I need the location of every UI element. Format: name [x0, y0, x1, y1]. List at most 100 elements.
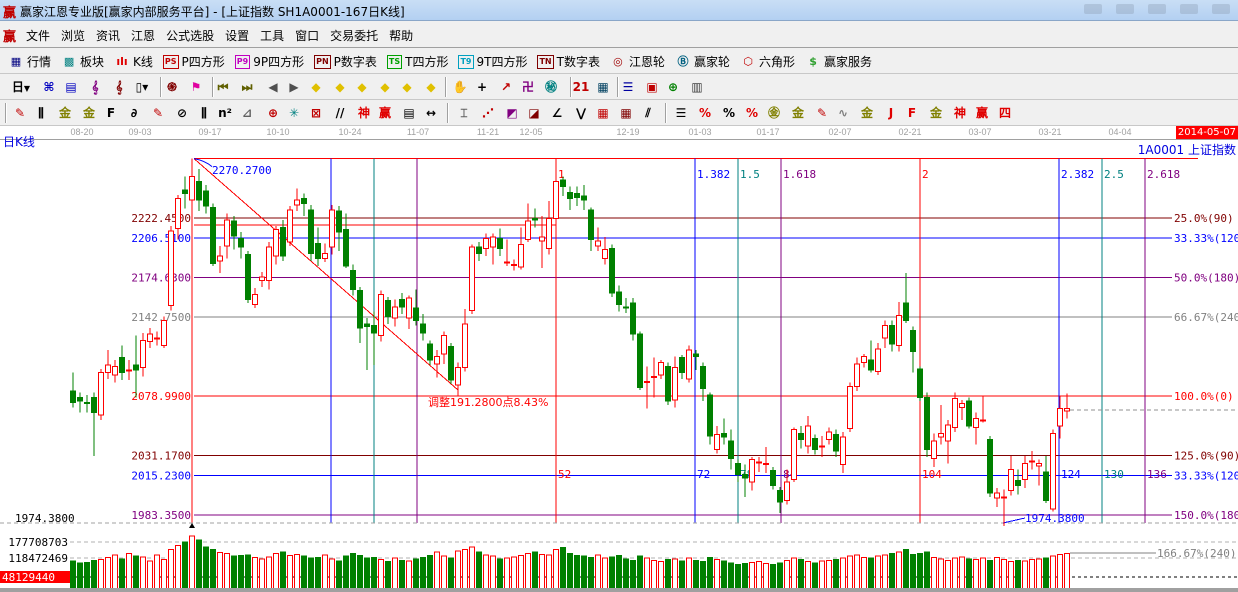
- pattern-icon[interactable]: ֍: [167, 80, 177, 94]
- toolbar-button[interactable]: ılı K线: [114, 53, 153, 70]
- zoom-out-icon[interactable]: ◆: [402, 80, 412, 94]
- toolbar-button[interactable]: P9 9P四方形: [234, 53, 304, 70]
- window-button[interactable]: [1148, 4, 1166, 14]
- template-icon[interactable]: 卍: [521, 80, 534, 94]
- menu-item[interactable]: 江恩: [131, 29, 156, 43]
- toolbar-button[interactable]: TN T数字表: [537, 53, 600, 70]
- toolbar-button[interactable]: ▦ 行情: [8, 53, 51, 70]
- next-icon[interactable]: ▶: [289, 80, 299, 94]
- gold-lines-3-icon[interactable]: 金: [791, 106, 804, 120]
- indicator-3-icon[interactable]: 𝄞: [91, 80, 99, 94]
- toolbar-button[interactable]: PS P四方形: [162, 53, 225, 70]
- last-icon[interactable]: ⏭: [241, 80, 253, 94]
- menu-item[interactable]: 公式选股: [166, 29, 215, 43]
- link-icon[interactable]: ⌘: [43, 80, 55, 94]
- toolbar-button[interactable]: ▩ 板块: [61, 53, 104, 70]
- menu-item[interactable]: 帮助: [389, 29, 414, 43]
- draw-line-icon[interactable]: ↗: [500, 80, 512, 94]
- pen-lines-icon[interactable]: ✎: [152, 106, 164, 120]
- menu-item[interactable]: 工具: [260, 29, 285, 43]
- toolbar-button[interactable]: PN P数字表: [314, 53, 377, 70]
- window-button[interactable]: [1212, 4, 1230, 14]
- pen-icon[interactable]: ✎: [14, 106, 26, 120]
- menu-item[interactable]: 文件: [26, 29, 51, 43]
- gold-lines-2-icon[interactable]: 金: [82, 106, 95, 120]
- calculator-icon[interactable]: ▦: [597, 80, 609, 94]
- j-angle-icon[interactable]: J: [888, 106, 894, 120]
- first-icon[interactable]: ⏮: [217, 80, 229, 94]
- gold-lines-icon[interactable]: 金: [58, 106, 71, 120]
- window-button[interactable]: [1116, 4, 1134, 14]
- grid-target-icon[interactable]: ⊠: [310, 106, 322, 120]
- f-angle-icon[interactable]: F: [907, 106, 917, 120]
- formula-icon[interactable]: ㊙: [544, 80, 557, 94]
- toolbar-button[interactable]: ◎ 江恩轮: [610, 53, 665, 70]
- table-lines-icon[interactable]: ☰: [675, 106, 687, 120]
- angle-icon[interactable]: ⊿: [241, 106, 253, 120]
- target-icon[interactable]: ⊕: [267, 106, 279, 120]
- menu-item[interactable]: 资讯: [96, 29, 121, 43]
- circle-lines-icon[interactable]: ⊘: [176, 106, 188, 120]
- four-lines-icon[interactable]: ⫼: [201, 106, 207, 120]
- angle-2-icon[interactable]: ∠: [551, 106, 563, 120]
- parallel-icon[interactable]: ⫽: [645, 106, 651, 120]
- period-dropdown[interactable]: 日▼: [6, 78, 36, 96]
- notes-icon[interactable]: ☰: [622, 80, 634, 94]
- save-icon[interactable]: ▣: [646, 80, 658, 94]
- menu-item[interactable]: 交易委托: [330, 29, 379, 43]
- spiral-icon[interactable]: ∂: [130, 106, 138, 120]
- toolbar-button[interactable]: TS T四方形: [386, 53, 448, 70]
- menu-item[interactable]: 浏览: [61, 29, 86, 43]
- crosshair-icon[interactable]: +: [476, 80, 488, 94]
- ying-angle-icon[interactable]: 赢: [975, 106, 988, 120]
- sine-icon[interactable]: ∿: [837, 106, 849, 120]
- slash-icon[interactable]: //: [335, 106, 345, 120]
- toolbar-button[interactable]: $ 赢家服务: [805, 53, 872, 70]
- indicator-9-icon[interactable]: 𝄞: [115, 80, 123, 94]
- wave-icon[interactable]: ⋁: [575, 106, 587, 120]
- gann-fan-icon[interactable]: ◩: [506, 106, 518, 120]
- percent-slash-icon[interactable]: %: [698, 106, 712, 120]
- grid-icon[interactable]: ▦: [597, 106, 609, 120]
- pen-ruler-icon[interactable]: ✎: [816, 106, 828, 120]
- move-left-icon[interactable]: ◆: [311, 80, 321, 94]
- percent-lines-icon[interactable]: %: [745, 106, 759, 120]
- window-button[interactable]: [1180, 4, 1198, 14]
- toolbar-button[interactable]: T9 9T四方形: [458, 53, 527, 70]
- ruler-icon[interactable]: ▤: [403, 106, 415, 120]
- menu-item[interactable]: 设置: [225, 29, 250, 43]
- zoom-in-icon[interactable]: ◆: [380, 80, 390, 94]
- shen-icon[interactable]: 神: [357, 106, 370, 120]
- window-button[interactable]: [1084, 4, 1102, 14]
- clipboard-icon[interactable]: ▤: [65, 80, 77, 94]
- n2-icon[interactable]: n²: [218, 106, 232, 120]
- network-icon[interactable]: ⊕: [667, 80, 679, 94]
- shen-angle-icon[interactable]: 神: [953, 106, 966, 120]
- kline-chart[interactable]: 2222.450025.0%(90)2206.510033.33%(120)21…: [0, 140, 1238, 592]
- gold-angle-icon[interactable]: 金: [929, 106, 942, 120]
- menu-item[interactable]: 窗口: [295, 29, 320, 43]
- toolbar-button[interactable]: ⬡ 六角形: [740, 53, 795, 70]
- expand-h-icon[interactable]: ◆: [357, 80, 367, 94]
- computer-icon[interactable]: ▥: [691, 80, 703, 94]
- prev-icon[interactable]: ◀: [268, 80, 278, 94]
- ying-icon[interactable]: 赢: [378, 106, 391, 120]
- expand-all-icon[interactable]: ◆: [426, 80, 436, 94]
- candle-type-icon[interactable]: ▯▾: [135, 80, 149, 94]
- calendar-icon[interactable]: 21: [572, 80, 590, 94]
- hand-icon[interactable]: ✋: [452, 80, 468, 94]
- flag-icon[interactable]: ⚑: [190, 80, 202, 94]
- gold-red-icon[interactable]: 金: [860, 106, 873, 120]
- percent-icon[interactable]: %: [722, 106, 736, 120]
- box-icon[interactable]: ⌶: [460, 106, 468, 120]
- si-angle-icon[interactable]: 四: [998, 106, 1011, 120]
- menu-logo-icon[interactable]: 赢: [3, 30, 17, 45]
- move-right-icon[interactable]: ◆: [335, 80, 345, 94]
- measure-icon[interactable]: ↔: [425, 106, 437, 120]
- lines-icon[interactable]: ⫼: [38, 106, 44, 120]
- gold-circle-icon[interactable]: ㊎: [767, 106, 780, 120]
- web-icon[interactable]: ✳: [288, 106, 300, 120]
- f-lines-icon[interactable]: F: [106, 106, 116, 120]
- toolbar-button[interactable]: Ⓑ 赢家轮: [675, 53, 730, 70]
- grid-2-icon[interactable]: ▦: [620, 106, 632, 120]
